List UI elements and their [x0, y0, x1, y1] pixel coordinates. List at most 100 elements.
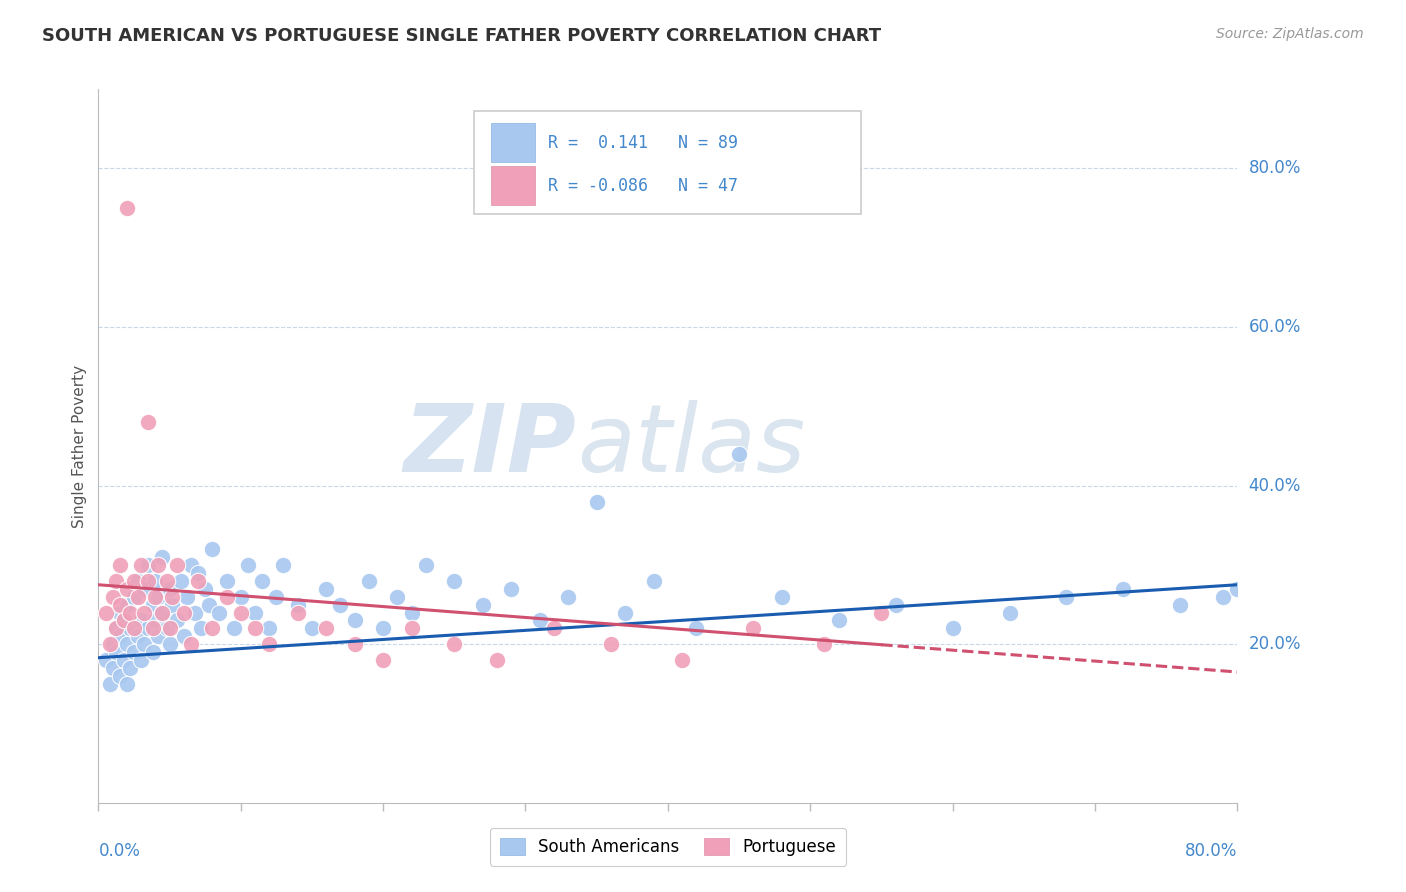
Point	[443, 637, 465, 651]
Point	[229, 606, 252, 620]
Legend: South Americans, Portuguese: South Americans, Portuguese	[489, 828, 846, 866]
Point	[115, 637, 138, 651]
Point	[98, 637, 121, 651]
Point	[141, 598, 163, 612]
Point	[129, 614, 152, 628]
Point	[108, 629, 131, 643]
Text: Source: ZipAtlas.com: Source: ZipAtlas.com	[1216, 27, 1364, 41]
Point	[101, 637, 124, 651]
Point	[145, 590, 167, 604]
Point	[585, 494, 607, 508]
Point	[250, 574, 273, 588]
Point	[118, 606, 141, 620]
Point	[998, 606, 1021, 620]
Point	[152, 549, 174, 564]
Text: 80.0%: 80.0%	[1249, 160, 1301, 178]
Point	[942, 621, 965, 635]
Point	[108, 606, 131, 620]
Point	[301, 621, 323, 635]
Point	[287, 606, 309, 620]
Point	[176, 590, 198, 604]
Text: R =  0.141   N = 89: R = 0.141 N = 89	[548, 134, 738, 152]
Point	[112, 614, 135, 628]
Point	[122, 621, 145, 635]
Point	[173, 606, 195, 620]
Point	[141, 645, 163, 659]
Point	[94, 653, 117, 667]
Point	[166, 558, 188, 572]
Point	[94, 606, 117, 620]
Point	[1226, 582, 1249, 596]
Point	[115, 582, 138, 596]
Text: R = -0.086   N = 47: R = -0.086 N = 47	[548, 177, 738, 194]
Point	[173, 629, 195, 643]
Point	[443, 574, 465, 588]
Point	[373, 621, 395, 635]
Point	[108, 598, 131, 612]
Text: 0.0%: 0.0%	[98, 842, 141, 860]
Point	[115, 677, 138, 691]
Point	[259, 637, 281, 651]
Point	[1170, 598, 1192, 612]
Point	[215, 590, 238, 604]
Point	[180, 637, 202, 651]
Point	[728, 447, 751, 461]
Text: 60.0%: 60.0%	[1249, 318, 1301, 336]
Point	[122, 645, 145, 659]
Point	[156, 621, 179, 635]
Point	[152, 606, 174, 620]
Point	[162, 590, 184, 604]
Point	[1056, 590, 1078, 604]
Point	[115, 201, 138, 215]
Text: atlas: atlas	[576, 401, 806, 491]
Point	[166, 614, 188, 628]
Point	[501, 582, 523, 596]
Point	[152, 606, 174, 620]
Point	[315, 582, 337, 596]
Point	[343, 614, 366, 628]
Point	[194, 582, 217, 596]
Point	[742, 621, 765, 635]
Point	[557, 590, 579, 604]
Point	[387, 590, 409, 604]
Point	[600, 637, 623, 651]
Point	[132, 606, 155, 620]
Point	[198, 598, 221, 612]
Point	[159, 637, 181, 651]
Point	[643, 574, 665, 588]
Point	[118, 621, 141, 635]
Point	[132, 582, 155, 596]
Point	[118, 661, 141, 675]
Point	[101, 590, 124, 604]
Point	[357, 574, 380, 588]
Point	[127, 629, 149, 643]
Point	[229, 590, 252, 604]
Point	[187, 574, 209, 588]
Point	[329, 598, 352, 612]
Point	[184, 606, 207, 620]
FancyBboxPatch shape	[474, 111, 862, 214]
Point	[148, 558, 170, 572]
Text: 40.0%: 40.0%	[1249, 476, 1301, 495]
Point	[828, 614, 851, 628]
Point	[104, 645, 127, 659]
Point	[122, 574, 145, 588]
Point	[112, 653, 135, 667]
Point	[129, 653, 152, 667]
Y-axis label: Single Father Poverty: Single Father Poverty	[72, 365, 87, 527]
Point	[108, 558, 131, 572]
Point	[122, 590, 145, 604]
Point	[315, 621, 337, 635]
Bar	[491, 166, 534, 205]
Point	[671, 653, 693, 667]
Point	[180, 558, 202, 572]
Point	[136, 558, 159, 572]
Point	[148, 590, 170, 604]
Point	[112, 614, 135, 628]
Point	[243, 606, 266, 620]
Point	[236, 558, 259, 572]
Point	[201, 542, 224, 557]
Point	[187, 566, 209, 580]
Point	[115, 598, 138, 612]
Point	[127, 574, 149, 588]
